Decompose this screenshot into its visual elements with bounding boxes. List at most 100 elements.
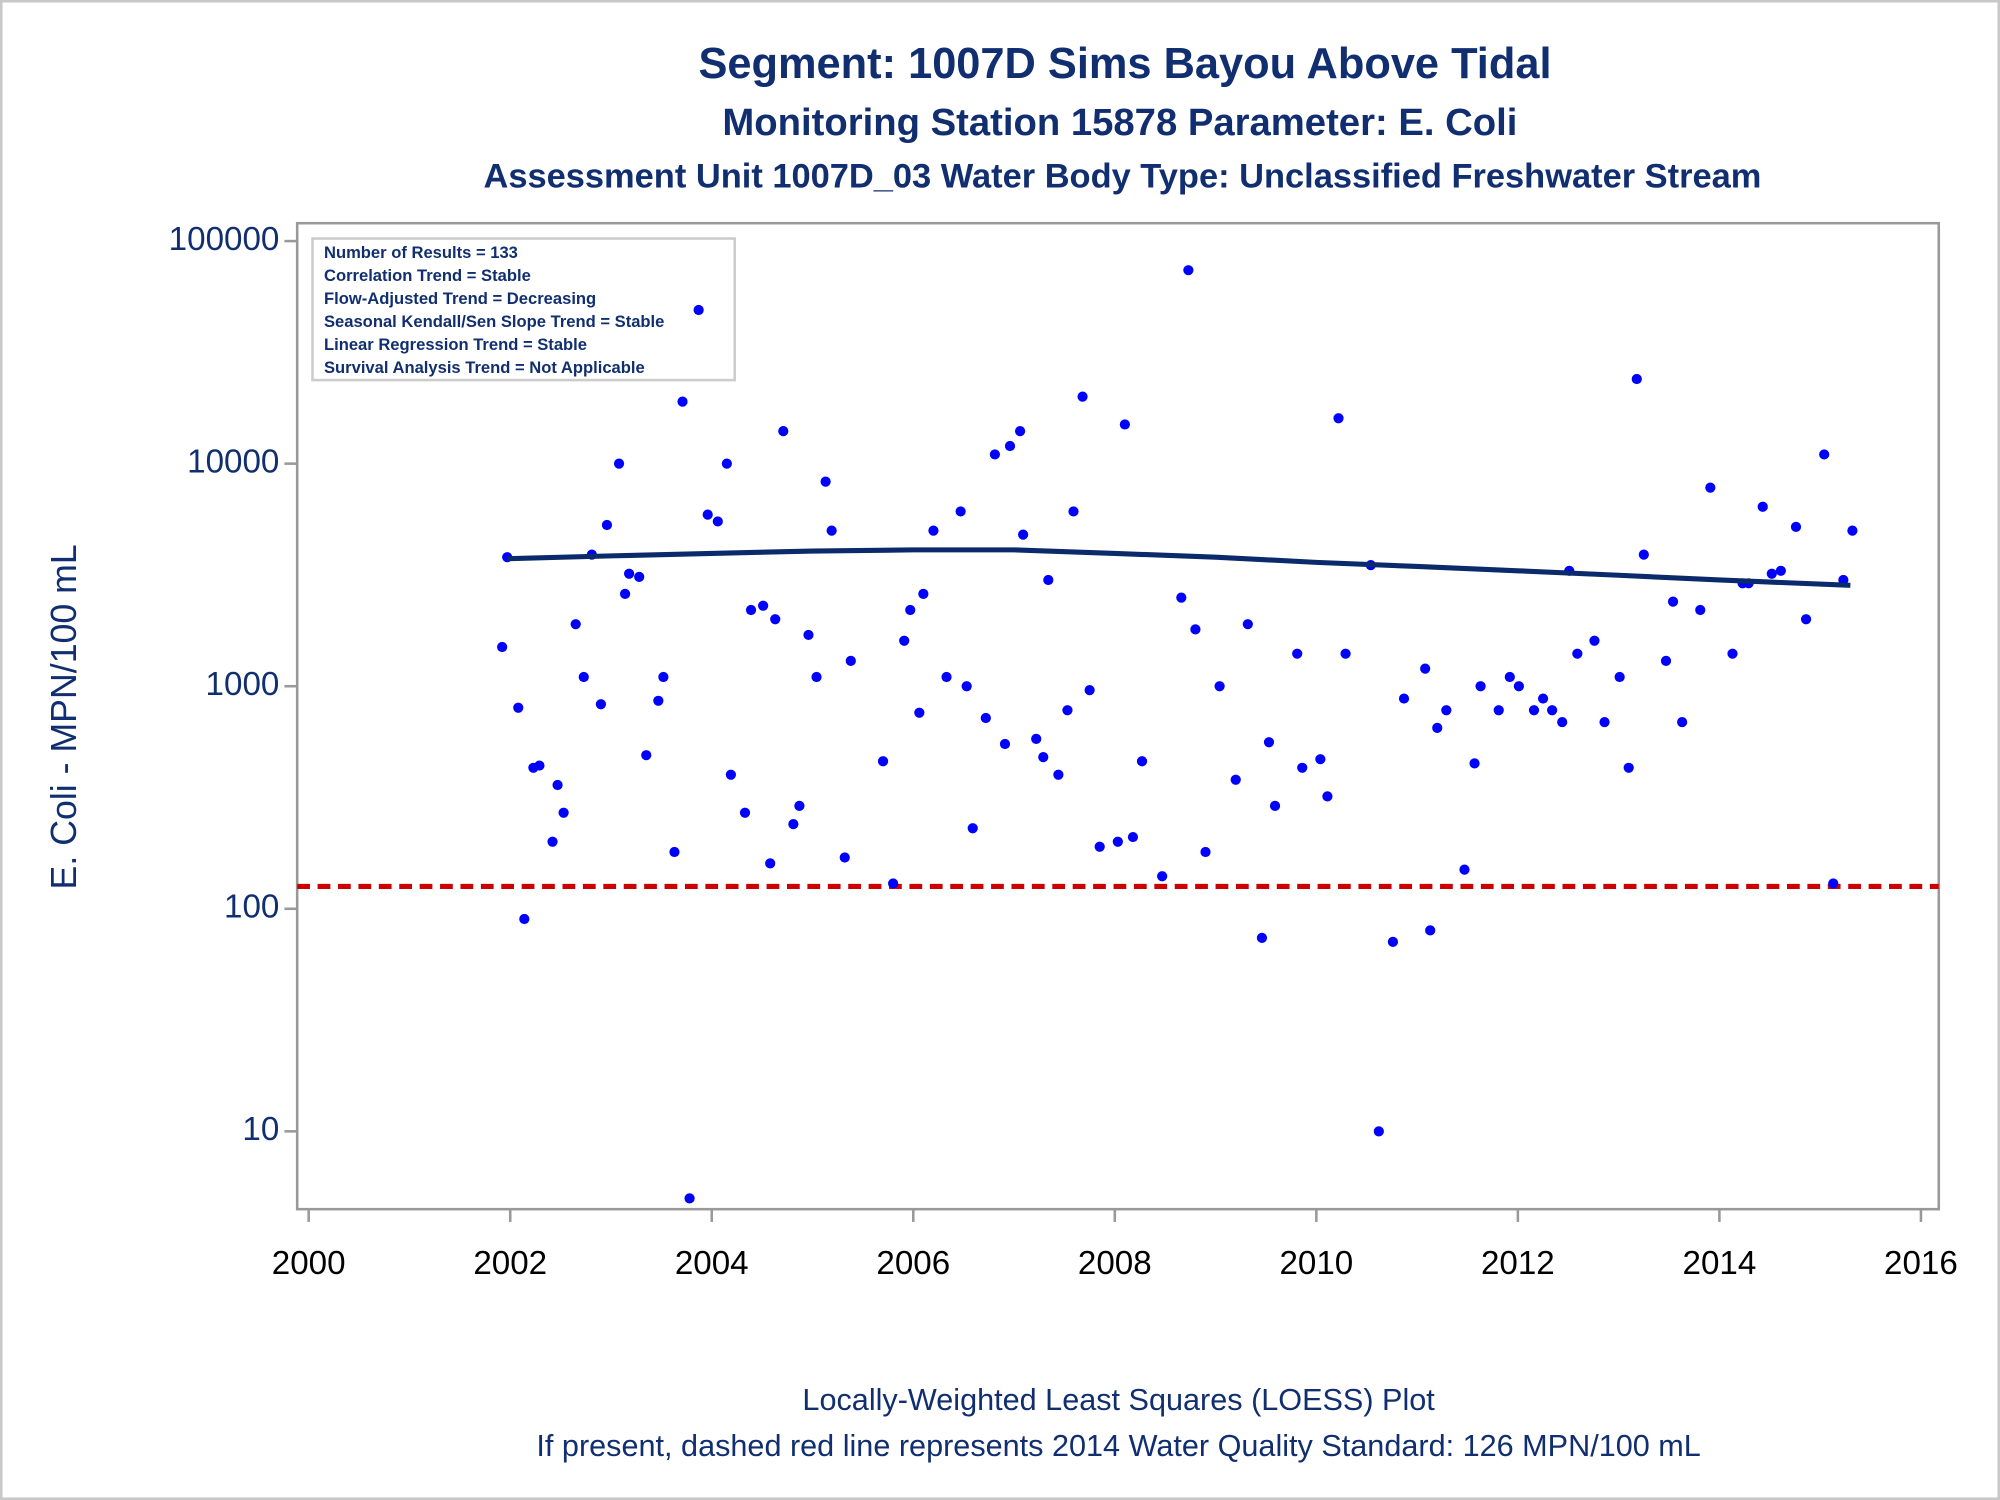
data-point bbox=[624, 568, 635, 579]
data-point bbox=[1256, 932, 1268, 943]
data-point bbox=[1230, 774, 1241, 785]
data-point bbox=[1176, 592, 1187, 603]
data-point bbox=[1373, 1126, 1384, 1137]
x-tick-label: 2002 bbox=[473, 1245, 547, 1282]
data-point bbox=[1018, 529, 1029, 540]
chart-subtitle: Monitoring Station 15878 Parameter: E. C… bbox=[722, 101, 1517, 144]
data-point bbox=[1094, 841, 1105, 852]
stats-line: Survival Analysis Trend = Not Applicable bbox=[324, 358, 645, 377]
data-point bbox=[928, 525, 939, 536]
data-point bbox=[1660, 655, 1672, 666]
data-point bbox=[839, 852, 850, 863]
data-point bbox=[1340, 648, 1351, 659]
chart-subtitle: Assessment Unit 1007D_03 Water Body Type… bbox=[483, 158, 1761, 196]
data-point bbox=[999, 738, 1011, 750]
data-point bbox=[725, 769, 736, 780]
data-point bbox=[899, 635, 910, 646]
data-point bbox=[1425, 925, 1436, 936]
data-point bbox=[845, 655, 856, 666]
data-point bbox=[634, 571, 645, 582]
data-point bbox=[1847, 525, 1858, 536]
data-point bbox=[1292, 648, 1303, 659]
data-point bbox=[1572, 648, 1583, 659]
data-point bbox=[1157, 871, 1168, 882]
data-point bbox=[1068, 506, 1079, 517]
data-point bbox=[770, 614, 781, 625]
x-tick-label: 2014 bbox=[1683, 1245, 1757, 1282]
data-point bbox=[570, 619, 581, 630]
footnote: Locally-Weighted Least Squares (LOESS) P… bbox=[802, 1383, 1435, 1417]
data-point bbox=[941, 671, 952, 683]
data-point bbox=[1766, 568, 1777, 579]
x-tick-label: 2006 bbox=[876, 1245, 950, 1282]
data-point bbox=[684, 1193, 695, 1204]
data-point bbox=[1727, 648, 1738, 659]
data-point bbox=[1014, 426, 1026, 437]
x-tick-label: 2010 bbox=[1279, 1245, 1353, 1282]
data-point bbox=[497, 641, 508, 653]
data-point bbox=[702, 509, 713, 520]
data-point bbox=[1513, 681, 1524, 692]
data-point bbox=[653, 695, 664, 706]
data-point bbox=[877, 756, 889, 767]
data-point bbox=[1322, 791, 1333, 802]
data-point bbox=[1614, 671, 1625, 683]
x-tick-label: 2012 bbox=[1481, 1245, 1555, 1282]
data-point bbox=[1589, 635, 1600, 646]
data-point bbox=[826, 525, 837, 536]
data-point bbox=[558, 807, 569, 818]
data-point bbox=[1214, 681, 1225, 692]
data-point bbox=[669, 846, 680, 858]
data-point bbox=[1819, 449, 1830, 460]
data-point bbox=[980, 712, 991, 724]
data-point bbox=[788, 819, 799, 830]
data-point bbox=[1077, 391, 1088, 402]
data-point bbox=[967, 823, 978, 834]
data-point bbox=[905, 604, 916, 616]
data-point bbox=[1043, 574, 1054, 586]
data-point bbox=[1269, 800, 1281, 811]
data-point bbox=[1084, 685, 1095, 696]
data-point bbox=[1387, 936, 1399, 947]
data-point bbox=[803, 629, 814, 641]
data-point bbox=[820, 476, 831, 487]
stats-line: Correlation Trend = Stable bbox=[324, 266, 531, 285]
x-tick-label: 2000 bbox=[272, 1245, 346, 1282]
data-point bbox=[1775, 565, 1786, 576]
data-point bbox=[888, 878, 899, 889]
stats-box bbox=[311, 237, 736, 382]
data-point bbox=[1432, 722, 1443, 733]
x-tick-label: 2016 bbox=[1884, 1245, 1958, 1282]
data-point bbox=[1315, 754, 1326, 765]
data-point bbox=[1053, 769, 1064, 780]
data-point bbox=[1790, 521, 1802, 532]
data-point bbox=[778, 426, 789, 437]
data-point bbox=[1441, 705, 1452, 716]
chart-title: Segment: 1007D Sims Bayou Above Tidal bbox=[698, 40, 1551, 88]
data-point bbox=[534, 760, 545, 771]
loess-line bbox=[507, 547, 1851, 588]
data-point bbox=[918, 588, 929, 599]
data-point bbox=[595, 699, 607, 710]
y-tick-label: 100 bbox=[224, 889, 279, 926]
data-point bbox=[1119, 419, 1130, 430]
stats-line: Linear Regression Trend = Stable bbox=[324, 335, 587, 354]
data-point bbox=[1420, 663, 1431, 674]
data-point bbox=[1677, 716, 1688, 728]
data-point bbox=[1631, 373, 1642, 385]
data-point bbox=[1557, 716, 1568, 728]
data-point bbox=[1705, 482, 1716, 493]
data-point bbox=[1504, 671, 1515, 683]
x-tick-label: 2004 bbox=[675, 1245, 749, 1282]
data-point bbox=[677, 396, 688, 407]
data-point bbox=[1459, 864, 1470, 875]
data-point bbox=[1031, 733, 1042, 744]
stats-line: Flow-Adjusted Trend = Decreasing bbox=[324, 289, 596, 308]
data-point bbox=[1475, 681, 1486, 692]
data-point bbox=[519, 913, 530, 925]
data-point bbox=[1547, 705, 1558, 716]
data-point bbox=[1623, 762, 1634, 773]
data-point bbox=[578, 671, 589, 683]
data-point bbox=[745, 604, 757, 616]
